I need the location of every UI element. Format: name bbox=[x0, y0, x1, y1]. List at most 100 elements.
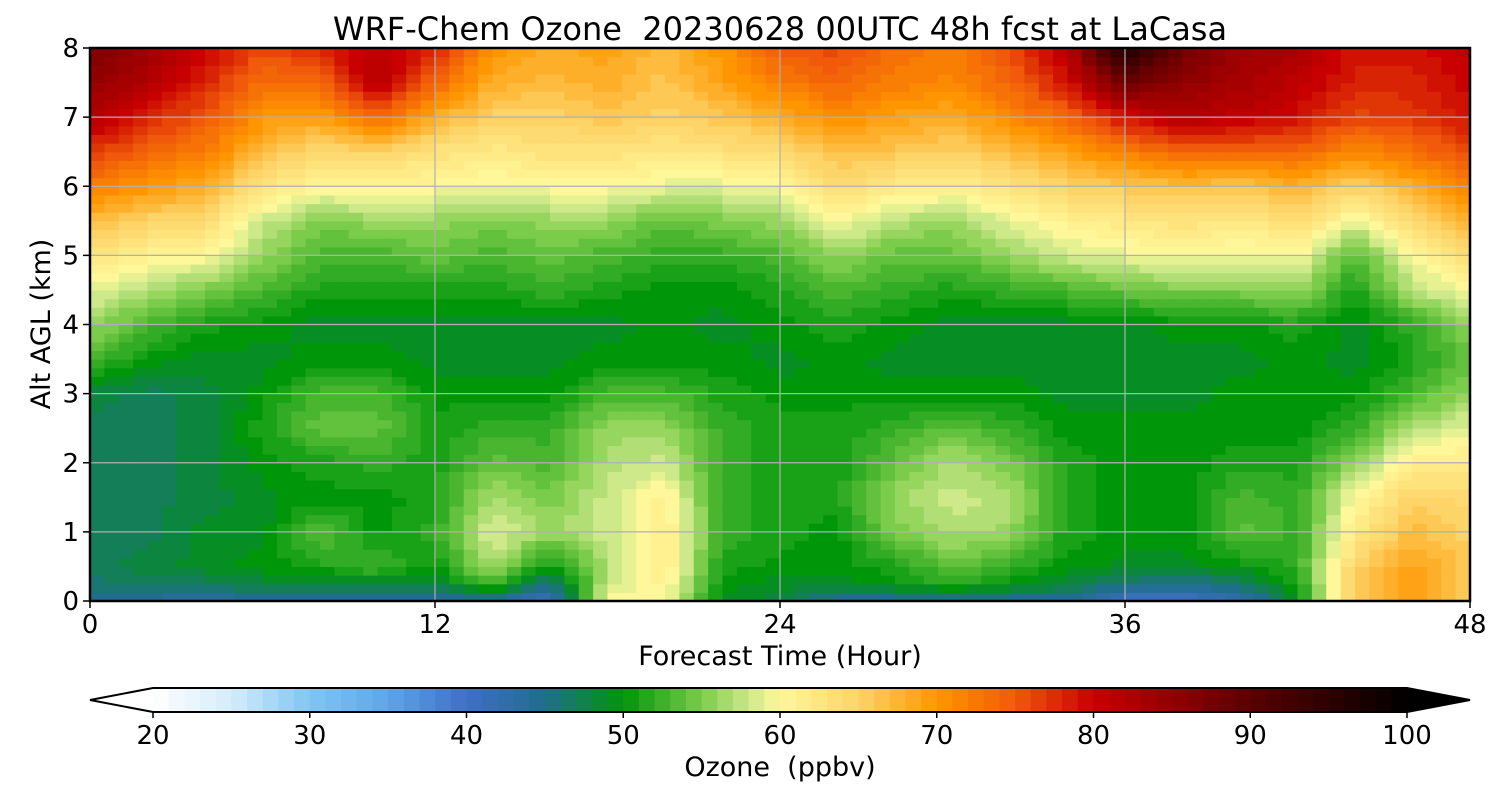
heatmap-cell bbox=[233, 289, 249, 300]
heatmap-cell bbox=[693, 160, 709, 170]
heatmap-cell bbox=[736, 186, 752, 196]
heatmap-cell bbox=[133, 238, 149, 248]
heatmap-cell bbox=[391, 402, 407, 412]
heatmap-cell bbox=[118, 238, 134, 248]
heatmap-cell bbox=[176, 289, 192, 300]
heatmap-cell bbox=[391, 307, 407, 317]
heatmap-cell bbox=[1182, 315, 1198, 326]
heatmap-cell bbox=[334, 514, 350, 524]
heatmap-cell bbox=[492, 445, 508, 455]
heatmap-cell bbox=[1053, 333, 1069, 343]
heatmap-cell bbox=[205, 376, 220, 386]
heatmap-cell bbox=[736, 514, 752, 524]
heatmap-cell bbox=[1211, 505, 1227, 516]
heatmap-cell bbox=[492, 566, 508, 576]
heatmap-cell bbox=[866, 246, 882, 256]
heatmap-cell bbox=[1182, 203, 1198, 213]
heatmap-cell bbox=[1081, 393, 1097, 403]
heatmap-cell bbox=[794, 367, 810, 377]
heatmap-cell bbox=[751, 238, 767, 248]
heatmap-cell bbox=[1240, 540, 1255, 550]
heatmap-cell bbox=[1369, 531, 1385, 542]
heatmap-cell bbox=[1369, 471, 1385, 481]
heatmap-cell bbox=[751, 367, 767, 377]
heatmap-cell bbox=[161, 471, 177, 481]
heatmap-cell bbox=[348, 186, 364, 196]
heatmap-cell bbox=[305, 514, 321, 524]
heatmap-cell bbox=[1211, 177, 1227, 187]
heatmap-cell bbox=[262, 402, 278, 412]
heatmap-cell bbox=[276, 462, 292, 472]
heatmap-cell bbox=[909, 583, 925, 593]
heatmap-cell bbox=[1168, 350, 1184, 360]
heatmap-cell bbox=[966, 462, 982, 472]
heatmap-cell bbox=[377, 583, 393, 593]
heatmap-cell bbox=[492, 289, 508, 300]
heatmap-cell bbox=[1110, 540, 1126, 550]
heatmap-cell bbox=[736, 272, 752, 282]
heatmap-cell bbox=[1240, 359, 1255, 369]
heatmap-cell bbox=[765, 177, 781, 187]
heatmap-cell bbox=[1268, 480, 1284, 490]
heatmap-cell bbox=[578, 298, 594, 308]
heatmap-cell bbox=[938, 177, 954, 187]
heatmap-cell bbox=[1268, 462, 1284, 472]
heatmap-cell bbox=[780, 350, 795, 360]
heatmap-cell bbox=[952, 376, 968, 386]
heatmap-cell bbox=[621, 575, 637, 585]
heatmap-cell bbox=[334, 307, 350, 317]
heatmap-cell bbox=[636, 264, 652, 274]
heatmap-cell bbox=[1196, 238, 1212, 248]
heatmap-cell bbox=[363, 419, 379, 429]
heatmap-cell bbox=[895, 194, 910, 205]
heatmap-cell bbox=[1168, 384, 1184, 395]
heatmap-cell bbox=[564, 315, 580, 326]
heatmap-cell bbox=[909, 436, 925, 447]
heatmap-cell bbox=[1024, 549, 1040, 559]
heatmap-cell bbox=[722, 575, 738, 585]
heatmap-cell bbox=[938, 160, 954, 170]
heatmap-cell bbox=[794, 436, 810, 447]
heatmap-cell bbox=[449, 212, 465, 222]
heatmap-cell bbox=[880, 488, 896, 498]
heatmap-cell bbox=[636, 454, 652, 464]
heatmap-cell bbox=[708, 454, 724, 464]
heatmap-cell bbox=[104, 523, 120, 533]
heatmap-cell bbox=[722, 359, 738, 369]
heatmap-cell bbox=[751, 549, 767, 559]
heatmap-cell bbox=[923, 402, 939, 412]
heatmap-cell bbox=[377, 393, 393, 403]
heatmap-cell bbox=[995, 307, 1011, 317]
heatmap-cell bbox=[1010, 186, 1025, 196]
heatmap-cell bbox=[665, 592, 680, 601]
heatmap-cell bbox=[1268, 566, 1284, 576]
heatmap-cell bbox=[420, 531, 436, 542]
heatmap-cell bbox=[751, 177, 767, 187]
heatmap-cell bbox=[435, 505, 450, 516]
heatmap-cell bbox=[607, 471, 623, 481]
heatmap-cell bbox=[420, 255, 436, 265]
heatmap-cell bbox=[1340, 186, 1356, 196]
heatmap-cell bbox=[420, 177, 436, 187]
heatmap-cell bbox=[1441, 445, 1457, 455]
heatmap-cell bbox=[219, 289, 235, 300]
heatmap-cell bbox=[1311, 272, 1327, 282]
heatmap-cell bbox=[506, 531, 522, 542]
heatmap-cell bbox=[1297, 289, 1313, 300]
heatmap-cell bbox=[952, 428, 968, 438]
heatmap-cell bbox=[1283, 488, 1299, 498]
heatmap-cell bbox=[161, 480, 177, 490]
heatmap-cell bbox=[233, 549, 249, 559]
heatmap-cell bbox=[147, 566, 163, 576]
heatmap-cell bbox=[1297, 212, 1313, 222]
heatmap-cell bbox=[506, 289, 522, 300]
heatmap-cell bbox=[966, 212, 982, 222]
heatmap-cell bbox=[1038, 272, 1054, 282]
heatmap-cell bbox=[708, 315, 724, 326]
heatmap-cell bbox=[578, 177, 594, 187]
heatmap-cell bbox=[1311, 350, 1327, 360]
heatmap-cell bbox=[248, 168, 264, 179]
heatmap-cell bbox=[650, 350, 666, 360]
heatmap-cell bbox=[463, 298, 479, 308]
heatmap-cell bbox=[636, 186, 652, 196]
